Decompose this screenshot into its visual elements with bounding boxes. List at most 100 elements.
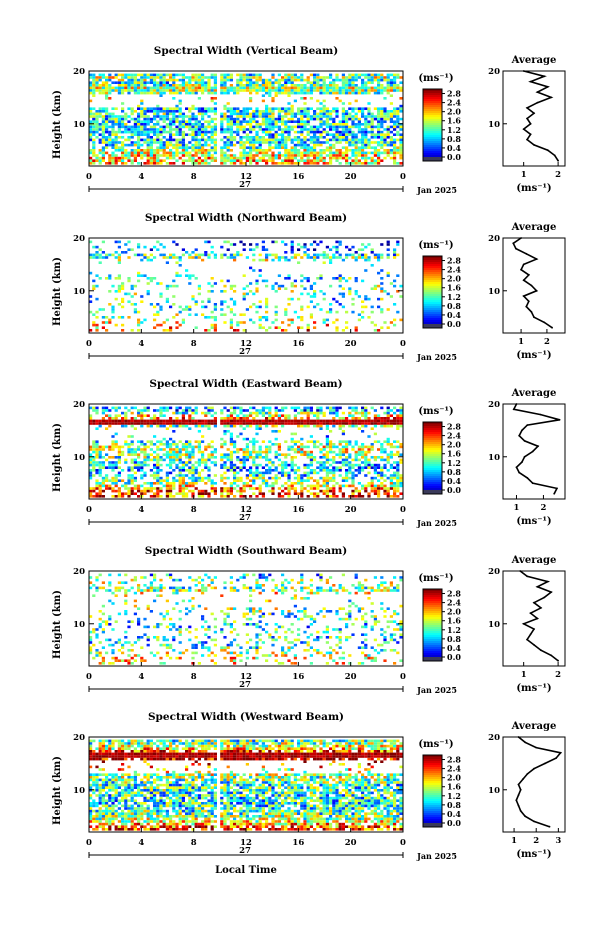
heatmap-cell xyxy=(162,245,166,249)
heatmap-cell xyxy=(162,253,166,257)
heatmap-cell xyxy=(111,107,115,110)
heatmap-cell xyxy=(332,110,336,113)
heatmap-cell xyxy=(233,136,237,139)
heatmap-cell xyxy=(207,253,211,257)
heatmap-cell xyxy=(143,117,147,121)
heatmap-cell xyxy=(133,453,137,456)
heatmap-cell xyxy=(156,445,160,449)
heatmap-cell xyxy=(309,300,313,303)
heatmap-cell xyxy=(133,492,137,495)
heatmap-cell xyxy=(332,253,336,257)
heatmap-cell xyxy=(242,130,246,134)
heatmap-cell xyxy=(140,76,144,79)
heatmap-cell xyxy=(364,414,368,417)
heatmap-cell xyxy=(271,76,275,79)
heatmap-cell xyxy=(297,450,301,454)
heatmap-cell xyxy=(191,91,195,95)
heatmap-cell xyxy=(386,112,390,116)
heatmap-cell xyxy=(178,125,182,129)
heatmap-cell xyxy=(370,133,374,136)
heatmap-cell xyxy=(309,151,313,155)
average-point xyxy=(512,242,515,245)
heatmap-cell xyxy=(313,487,317,490)
heatmap-cell xyxy=(137,323,141,327)
heatmap-cell xyxy=(213,76,217,79)
heatmap-cell xyxy=(229,78,233,82)
heatmap-cell xyxy=(367,123,371,126)
heatmap-cell xyxy=(309,89,313,92)
heatmap-cell xyxy=(220,290,224,293)
panel-title: Spectral Width (Eastward Beam) xyxy=(149,378,342,390)
heatmap-cell xyxy=(95,112,99,116)
heatmap-cell xyxy=(143,445,147,449)
heatmap-cell xyxy=(95,440,99,443)
heatmap-cell xyxy=(188,156,192,160)
heatmap-cell xyxy=(258,141,262,144)
heatmap-cell xyxy=(325,107,329,110)
heatmap-cell xyxy=(121,445,125,449)
heatmap-cell xyxy=(249,487,253,490)
heatmap-cell xyxy=(300,128,304,131)
heatmap-cell xyxy=(274,120,278,123)
heatmap-cell xyxy=(137,456,141,459)
heatmap-cell xyxy=(297,474,301,477)
heatmap-cell xyxy=(367,138,371,142)
heatmap-cell xyxy=(341,133,345,136)
heatmap-cell xyxy=(357,427,361,430)
heatmap-cell xyxy=(377,143,381,147)
heatmap-cell xyxy=(172,81,176,84)
heatmap-cell xyxy=(153,277,157,280)
heatmap-cell xyxy=(303,107,307,110)
heatmap-cell xyxy=(178,133,182,136)
heatmap-cell xyxy=(252,482,256,485)
heatmap-cell xyxy=(249,136,253,139)
heatmap-cell xyxy=(322,107,326,110)
heatmap-cell xyxy=(153,458,157,462)
heatmap-cell xyxy=(348,138,352,142)
heatmap-cell xyxy=(306,495,310,498)
heatmap-cell xyxy=(239,432,243,436)
heatmap-cell xyxy=(165,318,169,322)
heatmap-cell xyxy=(325,427,329,430)
heatmap-cell xyxy=(255,305,259,309)
heatmap-cell xyxy=(364,411,368,415)
heatmap-cell xyxy=(108,91,112,95)
heatmap-cell xyxy=(101,86,105,90)
heatmap-cell xyxy=(255,89,259,92)
heatmap-cell xyxy=(300,411,304,415)
heatmap-cell xyxy=(380,107,384,110)
heatmap-cell xyxy=(210,456,214,459)
heatmap-cell xyxy=(185,440,189,443)
heatmap-cell xyxy=(297,253,301,257)
heatmap-cell xyxy=(146,463,150,467)
heatmap-cell xyxy=(146,89,150,92)
heatmap-cell xyxy=(229,112,233,116)
heatmap-cell xyxy=(178,99,182,103)
heatmap-cell xyxy=(377,128,381,131)
heatmap-cell xyxy=(345,130,349,134)
heatmap-cell xyxy=(252,128,256,131)
heatmap-cell xyxy=(319,406,323,410)
heatmap-cell xyxy=(117,149,121,152)
heatmap-cell xyxy=(303,143,307,147)
heatmap-cell xyxy=(133,284,137,288)
heatmap-cell xyxy=(239,136,243,139)
heatmap-cell xyxy=(322,453,326,456)
heatmap-cell xyxy=(92,422,96,425)
heatmap-cell xyxy=(143,245,147,249)
colorbar-segment xyxy=(423,278,442,281)
heatmap-cell xyxy=(226,422,230,425)
heatmap-cell xyxy=(133,448,137,451)
heatmap-cell xyxy=(313,414,317,417)
heatmap-cell xyxy=(268,461,272,464)
heatmap-cell xyxy=(204,86,208,90)
heatmap-cell xyxy=(108,417,112,420)
heatmap-cell xyxy=(124,73,128,77)
heatmap-cell xyxy=(201,154,205,157)
heatmap-cell xyxy=(156,154,160,157)
heatmap-cell xyxy=(338,453,342,456)
heatmap-cell xyxy=(95,450,99,454)
heatmap-cell xyxy=(255,419,259,423)
heatmap-cell xyxy=(101,149,105,152)
heatmap-cell xyxy=(188,313,192,316)
